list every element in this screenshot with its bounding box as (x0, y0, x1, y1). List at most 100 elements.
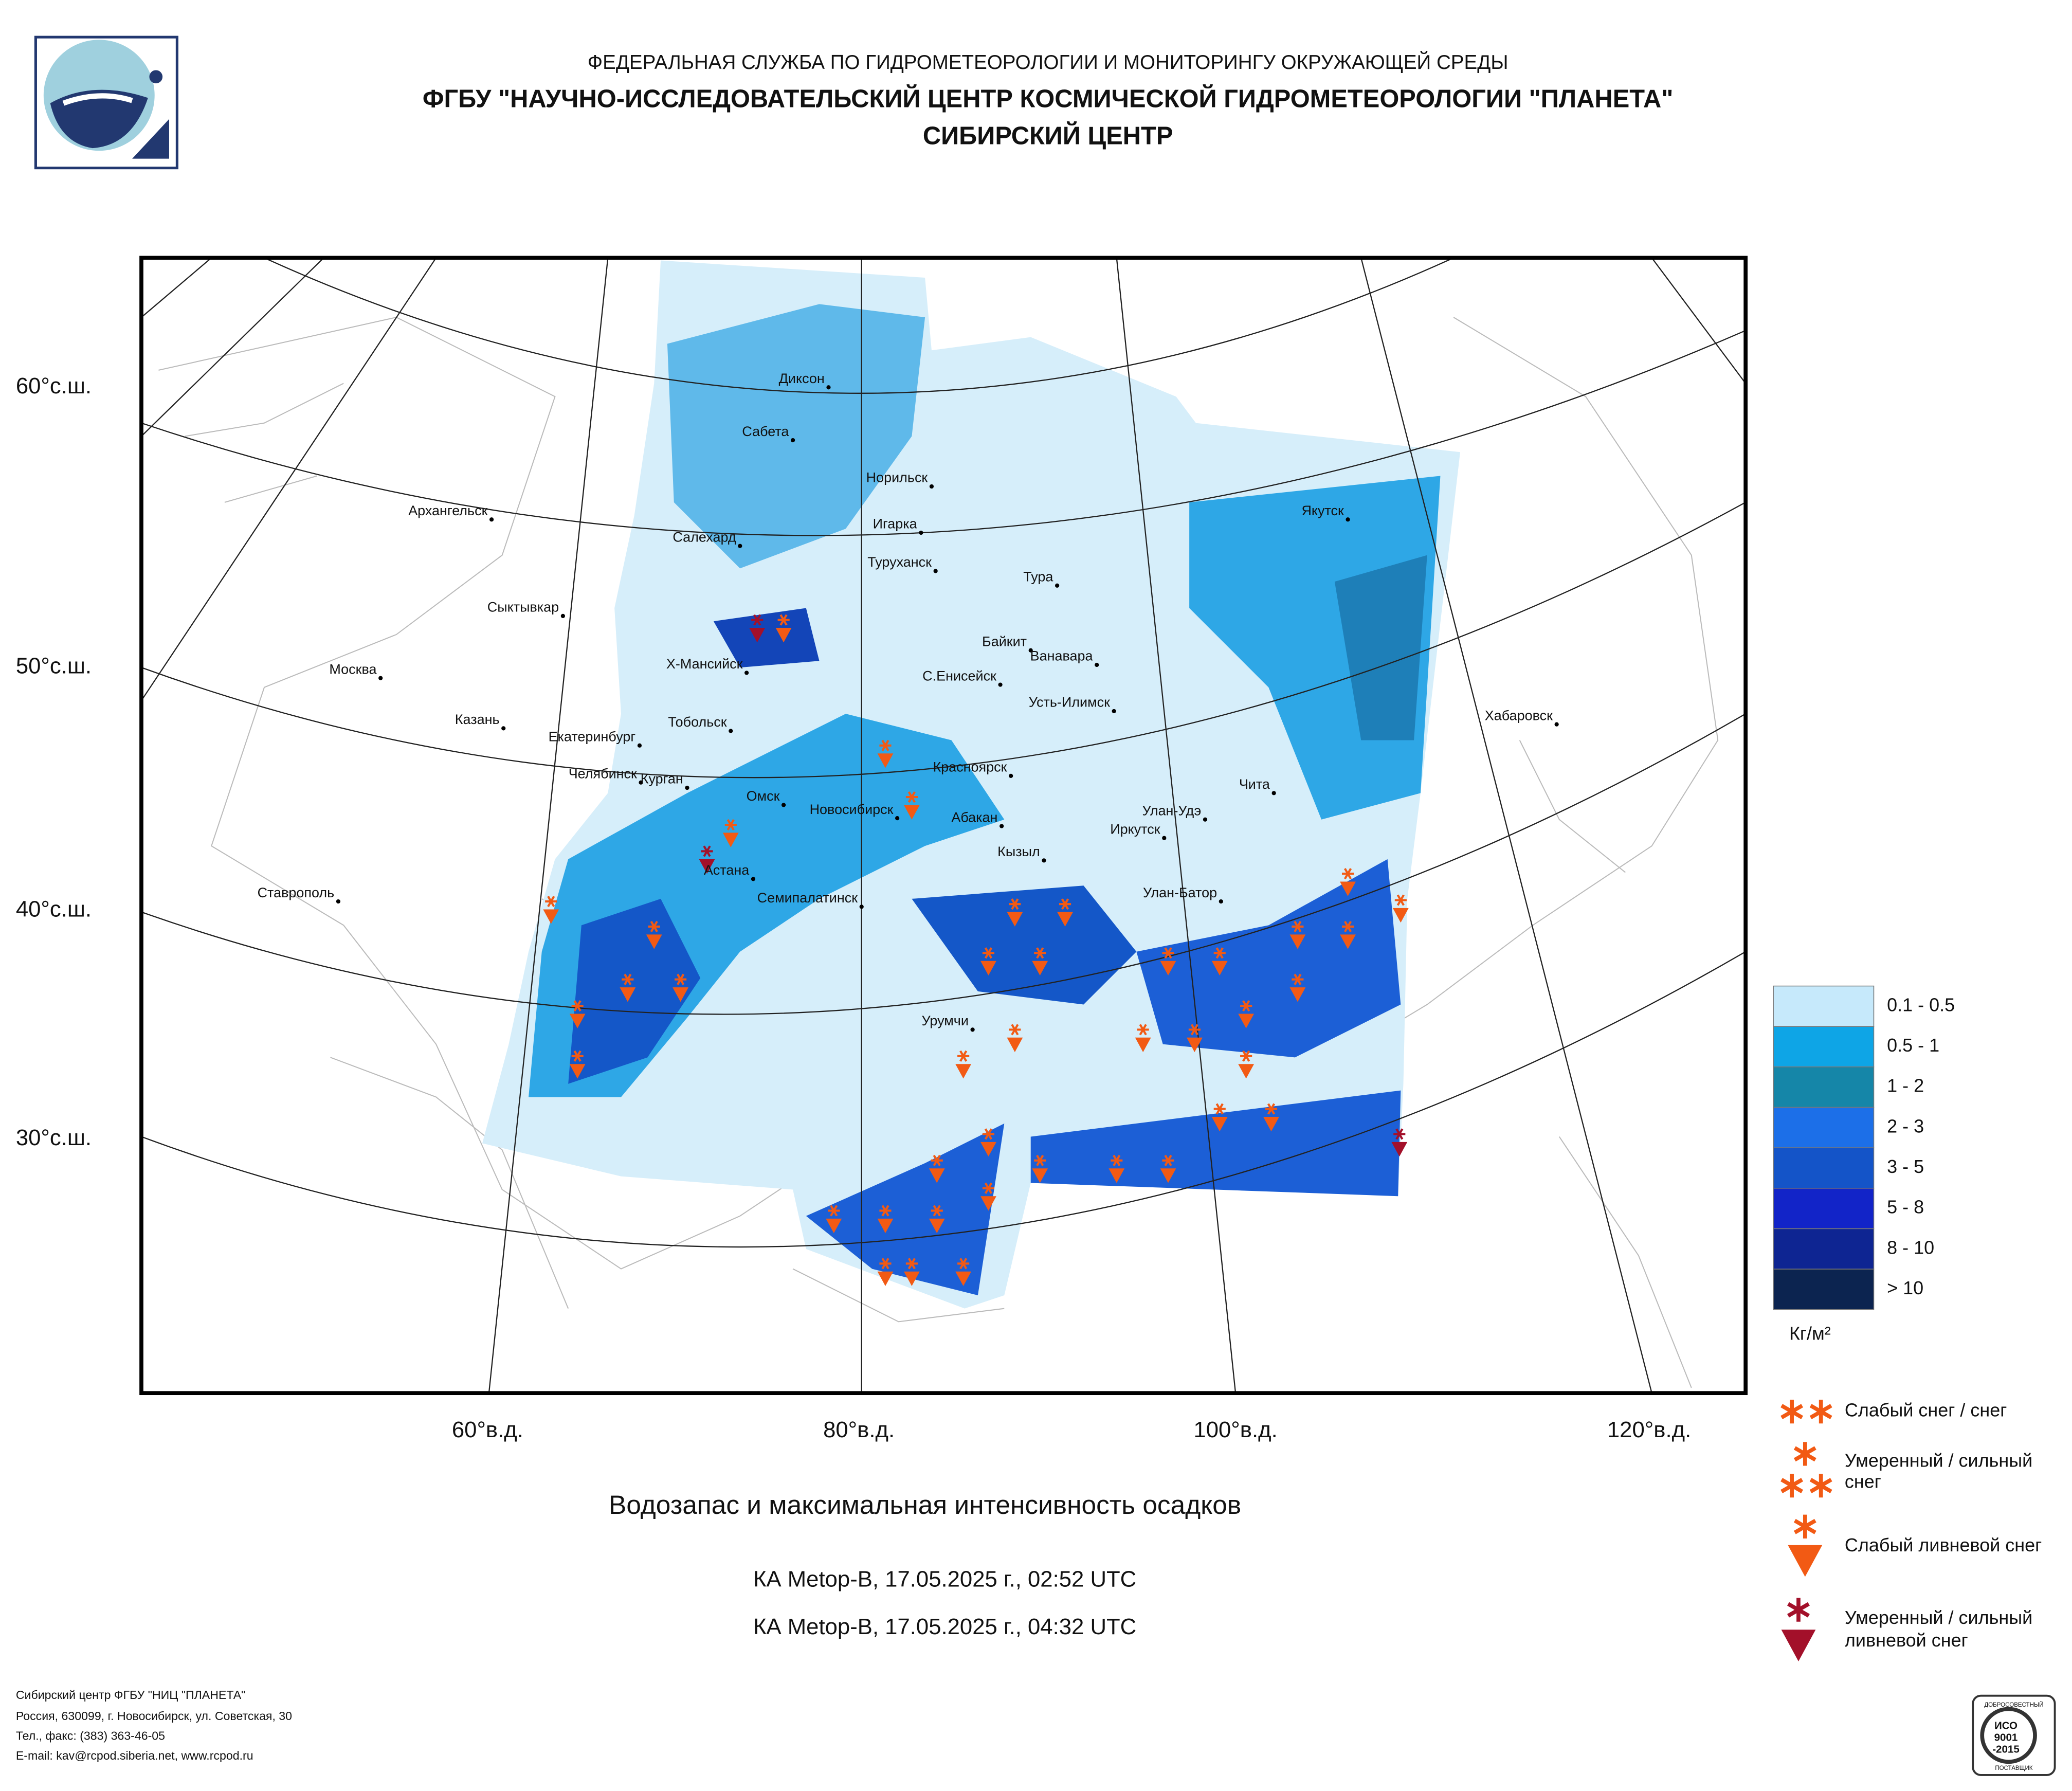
snow-star (1396, 894, 1405, 906)
latitude-label: 60°с.ш. (16, 373, 92, 399)
snow-star (726, 819, 735, 831)
legend-swatch (1773, 985, 1875, 1027)
snow-star (650, 920, 658, 932)
city-dot (790, 438, 795, 443)
city-dot (1055, 583, 1060, 588)
legend-star (1787, 1602, 1810, 1618)
city-dot (560, 613, 565, 619)
legend-star (1809, 1478, 1832, 1493)
snow-star (624, 973, 632, 985)
shower-symbol (1160, 1168, 1176, 1183)
shower-symbol (1057, 912, 1073, 927)
snow-star (907, 791, 916, 803)
footer-line: Тел., факс: (383) 363-46-05 (16, 1729, 165, 1743)
graticule-labels: 60°с.ш. 50°с.ш. 40°с.ш. 30°с.ш. 60°в.д. 80°в.… (16, 373, 1691, 1442)
shower-symbol (620, 987, 636, 1002)
shower-symbol (543, 909, 559, 924)
legend-label: 3 - 5 (1887, 1156, 1924, 1177)
symbol-label: Слабый снег / снег (1845, 1400, 2007, 1421)
shower-symbol (1391, 1142, 1408, 1157)
city-label: Казань (455, 712, 500, 727)
snow-star (1215, 1103, 1224, 1115)
shower-symbol (749, 628, 766, 643)
snow-star (959, 1258, 968, 1270)
map: Диксон Сабета Норильск Игарка Салехард Туруха… (16, 256, 1748, 1442)
city-label: Абакан (951, 809, 997, 825)
city-dot (1203, 817, 1208, 822)
snow-star (1036, 947, 1044, 959)
city-dot (929, 484, 934, 489)
shower-symbol (1211, 1117, 1228, 1132)
shower-symbol (569, 1014, 586, 1028)
legend-label: 1 - 2 (1887, 1075, 1924, 1096)
city-dot (919, 530, 923, 535)
snow-star (984, 947, 993, 959)
longitude-label: 80°в.д. (823, 1417, 895, 1442)
cert-text: ДОБРОСОВЕСТНЫЙ (1984, 1702, 2043, 1708)
shower-symbol (877, 753, 894, 768)
city-label: Екатеринбург (549, 729, 636, 744)
legend-star (1780, 1404, 1804, 1420)
shower-symbol (826, 1218, 842, 1234)
city-label: Игарка (873, 516, 917, 532)
city-dot (489, 517, 494, 522)
footer-line: Россия, 630099, г. Новосибирск, ул. Сове… (16, 1709, 292, 1723)
legend-label: 5 - 8 (1887, 1197, 1924, 1218)
snow-star (1343, 920, 1352, 932)
legend-swatch (1773, 1228, 1875, 1270)
city-dot (729, 729, 733, 733)
symbol-label: снег (1845, 1471, 1881, 1492)
shower-symbol (955, 1271, 972, 1286)
city-dot (744, 671, 749, 675)
shower-symbol (1135, 1037, 1151, 1053)
legend-swatch (1773, 1066, 1875, 1108)
city-label: Улан-Батор (1143, 885, 1217, 900)
legend-label: 8 - 10 (1887, 1237, 1934, 1258)
snow-star (933, 1154, 941, 1166)
pass: КА Metop-B, 17.05.2025 г., 02:52 UTC (753, 1567, 1136, 1592)
legend-swatch (1773, 1147, 1875, 1189)
agency: ФЕДЕРАЛЬНАЯ СЛУЖБА ПО ГИДРОМЕТЕОРОЛОГИИ … (588, 50, 1508, 74)
city-label: Салехард (673, 529, 736, 545)
shower-symbol (929, 1168, 945, 1183)
snow-star (959, 1050, 968, 1062)
city-dot (637, 743, 642, 748)
symbol-legend: Слабый снег / снег Умеренный / сильныйсне… (1780, 1400, 2042, 1661)
shower-symbol (1032, 1168, 1048, 1183)
snow-star (984, 1182, 993, 1194)
shower-symbol (980, 1142, 996, 1157)
cert-text: 9001 (1994, 1731, 2018, 1743)
city-dot (933, 569, 938, 573)
shower-symbol (699, 859, 715, 874)
snow-star (933, 1205, 941, 1217)
latitude-label: 40°с.ш. (16, 897, 92, 922)
city-label: Чита (1239, 776, 1270, 792)
shower-symbol (1186, 1037, 1203, 1053)
shower-symbol (955, 1064, 972, 1079)
caption-title: Водозапас и максимальная интенсивность о… (609, 1490, 1241, 1519)
center-name: ФГБУ "НАУЧНО-ИССЛЕДОВАТЕЛЬСКИЙ ЦЕНТР КОС… (423, 84, 1674, 113)
symbol-label: Слабый ливневой снег (1845, 1534, 2042, 1555)
shower-symbol (1263, 1117, 1279, 1132)
snow-star (573, 1000, 581, 1012)
city-dot (685, 785, 689, 790)
city-dot (998, 682, 1003, 687)
snow-star (547, 896, 555, 908)
snow-star (830, 1205, 838, 1217)
city-label: Тобольск (668, 714, 726, 730)
city-dot (1554, 722, 1559, 727)
shower-symbol (775, 628, 792, 643)
city-dot (1042, 858, 1046, 863)
city-dot (859, 904, 864, 909)
city-label: Омск (747, 788, 780, 804)
snow-star (1011, 898, 1019, 910)
city-label: Ставрополь (258, 885, 335, 900)
longitude-label: 120°в.д. (1607, 1417, 1691, 1442)
snow-star (703, 845, 711, 857)
city-label: Якутск (1301, 503, 1344, 518)
symbol-label: Умеренный / сильный (1845, 1450, 2032, 1471)
shower-symbol (980, 1196, 996, 1211)
snow-star (881, 1205, 889, 1217)
shower-symbol (980, 961, 996, 975)
legend: 0.1 - 0.5 0.5 - 1 1 - 2 2 - 3 3 - 5 5 - 8 8 - … (1773, 985, 1955, 1310)
